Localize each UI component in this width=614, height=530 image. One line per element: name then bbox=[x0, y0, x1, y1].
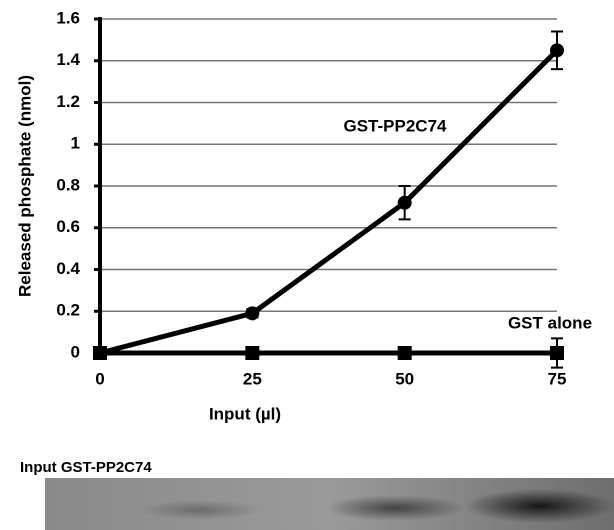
marker bbox=[550, 43, 564, 57]
marker bbox=[550, 346, 564, 360]
x-tick-label: 75 bbox=[548, 369, 567, 388]
marker bbox=[245, 346, 259, 360]
marker bbox=[398, 196, 412, 210]
y-axis-label: Released phosphate (nmol) bbox=[15, 75, 34, 297]
gel-band bbox=[140, 500, 260, 520]
y-tick-label: 0.2 bbox=[56, 301, 80, 320]
x-tick-label: 0 bbox=[95, 369, 104, 388]
y-tick-label: 1.4 bbox=[56, 50, 80, 69]
x-tick-label: 25 bbox=[243, 369, 262, 388]
x-tick-label: 50 bbox=[395, 369, 414, 388]
chart: Input GST-PP2C74 Input (µl) Released pho… bbox=[0, 0, 614, 530]
series-label: GST alone bbox=[508, 313, 592, 332]
series-line bbox=[100, 50, 557, 353]
y-tick-label: 1.6 bbox=[56, 8, 80, 27]
page: Input GST-PP2C74 Input (µl) Released pho… bbox=[0, 0, 614, 530]
gel-band bbox=[325, 495, 465, 521]
series-label: GST-PP2C74 bbox=[344, 116, 448, 135]
y-tick-label: 0 bbox=[71, 342, 80, 361]
gel-label: Input GST-PP2C74 bbox=[20, 459, 152, 476]
x-axis-label: Input (µl) bbox=[209, 404, 281, 423]
y-tick-label: 1.2 bbox=[56, 92, 80, 111]
marker bbox=[245, 306, 259, 320]
marker bbox=[398, 346, 412, 360]
marker bbox=[93, 346, 107, 360]
gel-band bbox=[465, 489, 614, 523]
y-tick-label: 1 bbox=[71, 134, 80, 153]
y-tick-label: 0.4 bbox=[56, 259, 80, 278]
y-tick-label: 0.8 bbox=[56, 175, 80, 194]
y-tick-label: 0.6 bbox=[56, 217, 80, 236]
